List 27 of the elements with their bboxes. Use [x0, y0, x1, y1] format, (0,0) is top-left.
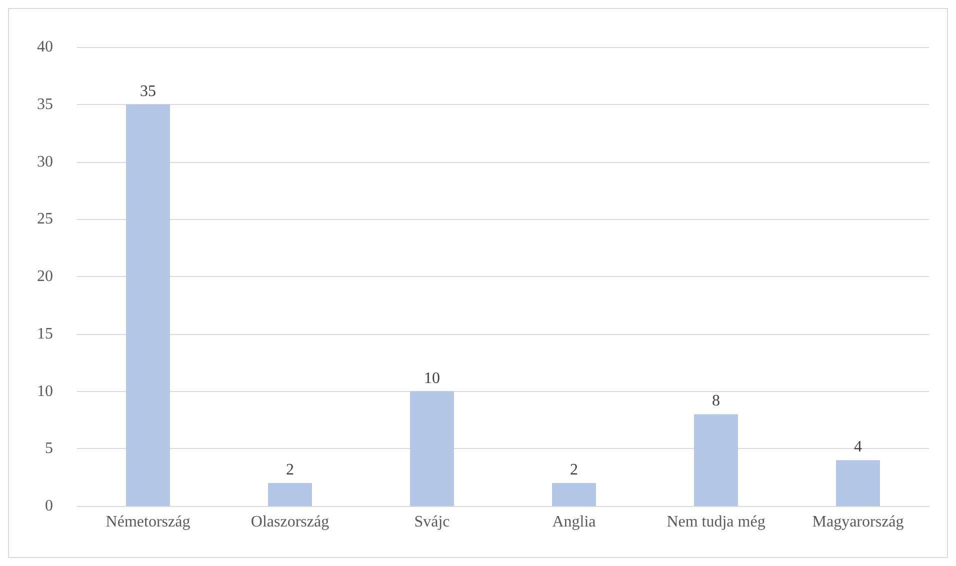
bar [268, 483, 312, 506]
bar [126, 104, 170, 506]
data-label: 35 [140, 82, 156, 100]
data-label: 2 [286, 462, 294, 479]
y-tick-label: 15 [37, 325, 53, 342]
bar [410, 391, 454, 506]
x-tick-label: Anglia [552, 514, 596, 530]
x-tick-label: Magyarország [812, 514, 904, 530]
y-tick-label: 25 [37, 210, 53, 228]
data-label: 2 [570, 462, 578, 479]
data-label: 4 [854, 438, 862, 456]
y-tick-label: 20 [37, 268, 53, 285]
bar [552, 483, 596, 506]
y-tick-label: 35 [37, 96, 53, 113]
y-tick-label: 5 [45, 440, 53, 458]
y-tick-label: 0 [45, 498, 53, 514]
x-tick-label: Olaszország [250, 514, 330, 530]
bar [836, 460, 880, 506]
y-tick-label: 30 [37, 153, 53, 170]
y-tick-label: 40 [37, 38, 53, 56]
data-label: 8 [712, 392, 720, 410]
x-tick-label: Svájc [414, 514, 450, 530]
x-tick-label: Németország [106, 514, 190, 530]
x-tick-label: Nem tudja még [666, 514, 766, 530]
y-tick-label: 10 [37, 382, 53, 400]
data-label: 10 [424, 370, 440, 387]
bar [694, 414, 738, 506]
